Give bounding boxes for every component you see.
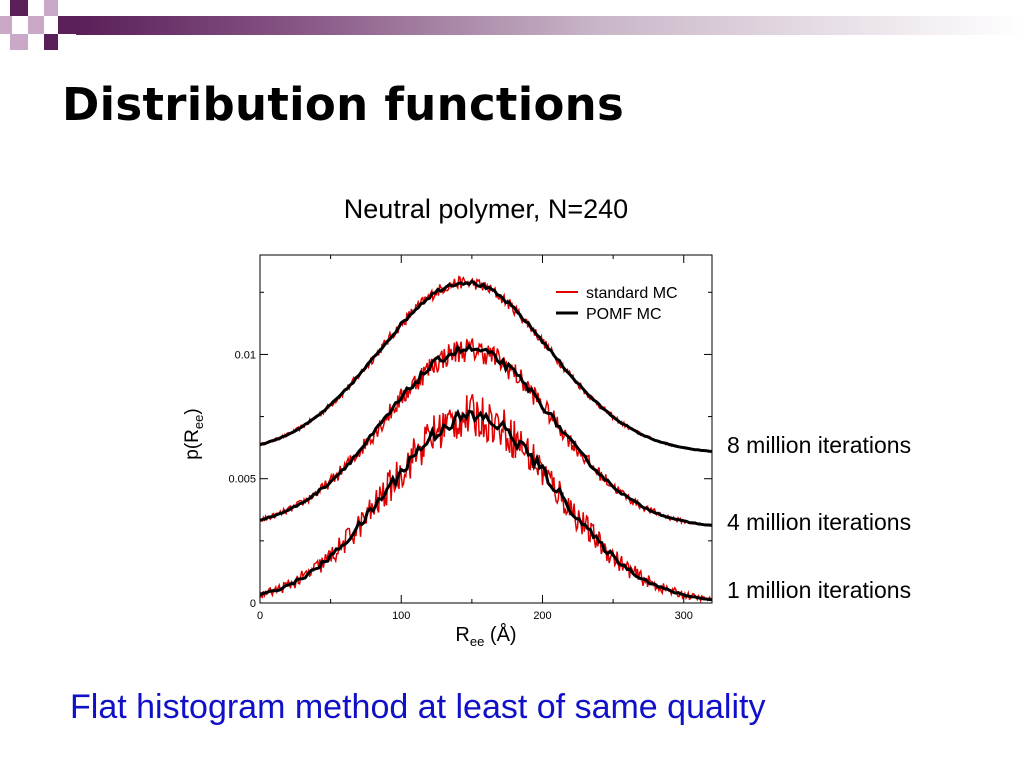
iteration-label-4m: 4 million iterations xyxy=(727,509,912,535)
y-tick-label-1: 0.005 xyxy=(228,474,256,486)
standard-mc-line-2 xyxy=(259,394,712,604)
plot-frame xyxy=(259,254,713,604)
y-tick-label-2: 0.01 xyxy=(235,349,256,361)
header-gradient-bar xyxy=(76,16,1024,35)
x-tick-label-0: 0 xyxy=(257,610,263,622)
footer-note: Flat histogram method at least of same q… xyxy=(70,688,766,726)
pomf-mc-line-0 xyxy=(259,279,713,453)
iteration-label-8m: 8 million iterations xyxy=(727,432,912,458)
x-tick-label-2: 200 xyxy=(533,610,551,622)
x-tick-label-3: 300 xyxy=(675,610,693,622)
iteration-label-1m: 1 million iterations xyxy=(727,577,912,603)
y-axis-label: p(Ree) xyxy=(182,408,206,460)
pomf-mc-line-1 xyxy=(259,343,713,527)
legend-label-0: standard MC xyxy=(586,285,678,302)
slide-title: Distribution functions xyxy=(62,78,625,131)
corner-decoration xyxy=(0,0,84,60)
legend-label-1: POMF MC xyxy=(586,306,662,323)
pomf-mc-line-2 xyxy=(259,409,713,602)
x-tick-label-1: 100 xyxy=(392,610,410,622)
y-tick-label-0: 0 xyxy=(250,598,256,610)
chart-title: Neutral polymer, N=240 xyxy=(343,194,629,224)
x-axis-label: Ree (Å) xyxy=(455,624,517,649)
standard-mc-line-1 xyxy=(259,338,712,527)
